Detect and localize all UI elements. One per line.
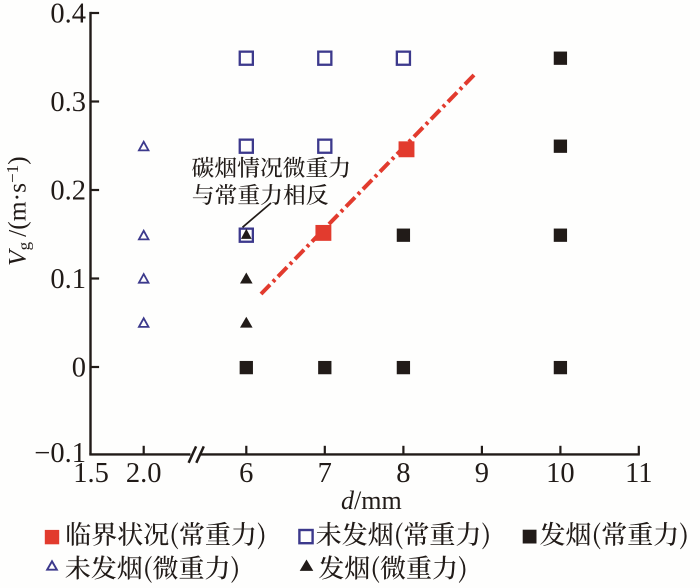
svg-text:d/mm: d/mm [341, 486, 402, 515]
svg-text:10: 10 [546, 458, 575, 489]
svg-text:−0.1: −0.1 [34, 438, 86, 469]
svg-text:0.3: 0.3 [50, 87, 86, 118]
svg-text:0.1: 0.1 [50, 264, 86, 295]
svg-text:6: 6 [239, 458, 253, 489]
svg-text:Vg /(m·s−1): Vg /(m·s−1) [3, 156, 34, 266]
svg-text:1.5: 1.5 [73, 458, 109, 489]
svg-text:8: 8 [396, 458, 410, 489]
svg-text:11: 11 [625, 458, 652, 489]
svg-text:9: 9 [475, 458, 489, 489]
svg-text:0.4: 0.4 [50, 0, 86, 29]
svg-text:0: 0 [72, 352, 86, 383]
svg-text:7: 7 [318, 458, 332, 489]
svg-text:2.0: 2.0 [126, 458, 162, 489]
svg-text:0.2: 0.2 [50, 175, 86, 206]
